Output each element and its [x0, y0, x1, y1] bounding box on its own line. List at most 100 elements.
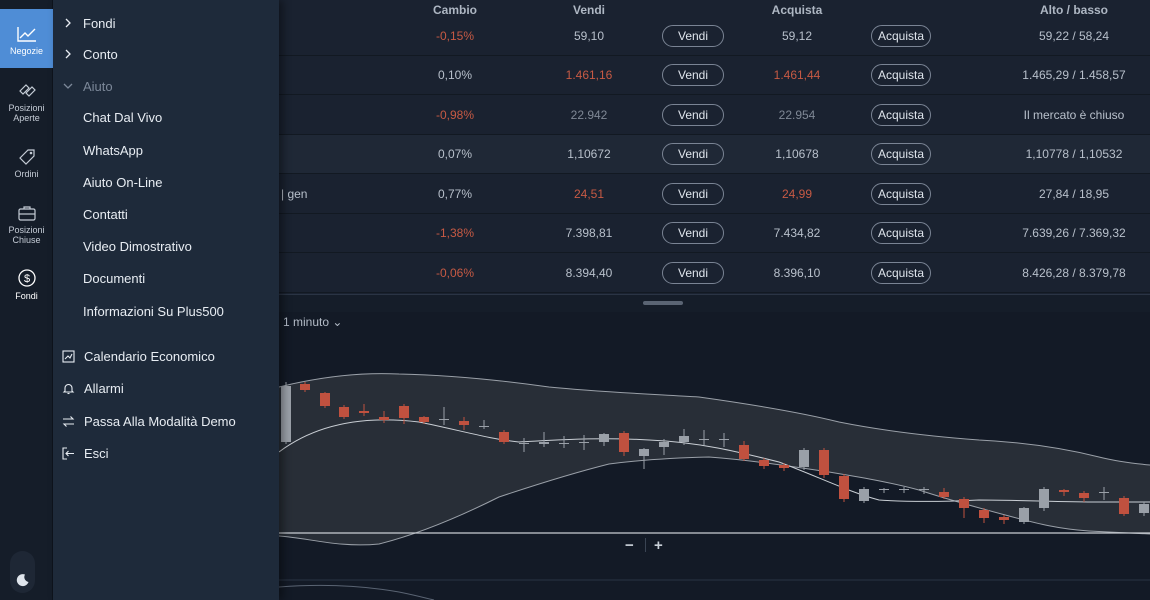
menu-item-whatsapp[interactable]: WhatsApp: [53, 138, 279, 162]
menu-label: Informazioni Su Plus500: [83, 303, 224, 319]
calendar-chart-icon: [53, 349, 84, 363]
rail-item-ordini[interactable]: Ordini: [0, 148, 53, 180]
candle-body: [1099, 492, 1109, 493]
side-menu: Fondi Conto Aiuto Chat Dal Vivo WhatsApp…: [53, 0, 279, 600]
candle-body: [539, 442, 549, 444]
candle-body: [359, 411, 369, 413]
sell-button[interactable]: Vendi: [662, 262, 724, 284]
menu-label: Contatti: [83, 206, 128, 222]
change-value: -0,06%: [435, 266, 475, 280]
sell-price: 8.394,40: [565, 266, 613, 280]
menu-item-calendario[interactable]: Calendario Economico: [53, 344, 279, 368]
candle-body: [499, 432, 509, 442]
high-low-value: 59,22 / 58,24: [1038, 29, 1110, 43]
sell-button[interactable]: Vendi: [662, 25, 724, 47]
menu-item-chat[interactable]: Chat Dal Vivo: [53, 105, 279, 129]
buy-button[interactable]: Acquista: [871, 262, 931, 284]
buy-button[interactable]: Acquista: [871, 64, 931, 86]
menu-label: WhatsApp: [83, 142, 143, 158]
candle-body: [281, 386, 291, 442]
bollinger-band: [279, 373, 1150, 545]
candle-body: [759, 460, 769, 466]
table-row[interactable]: -0,98% 22.942 Vendi 22.954 Acquista Il m…: [279, 96, 1150, 135]
table-row[interactable]: 0,07% 1,10672 Vendi 1,10678 Acquista 1,1…: [279, 135, 1150, 174]
menu-item-aiuto[interactable]: Aiuto: [53, 74, 279, 98]
price-chart[interactable]: 1 minuto ⌄ − +: [279, 312, 1150, 600]
band-upper-line: [279, 373, 1150, 466]
menu-item-demo[interactable]: Passa Alla Modalità Demo: [53, 409, 279, 433]
sell-button[interactable]: Vendi: [662, 183, 724, 205]
high-low-value: 8.426,28 / 8.379,78: [1022, 266, 1126, 280]
theme-toggle[interactable]: [10, 551, 35, 593]
menu-item-informazioni[interactable]: Informazioni Su Plus500: [53, 299, 279, 323]
menu-item-conto[interactable]: Conto: [53, 42, 279, 66]
table-row[interactable]: -0,06% 8.394,40 Vendi 8.396,10 Acquista …: [279, 254, 1150, 293]
candle-body: [579, 442, 589, 443]
menu-label: Esci: [84, 445, 109, 461]
candle-body: [999, 517, 1009, 520]
header-vendi: Vendi: [572, 3, 606, 17]
candle-body: [320, 393, 330, 406]
menu-label: Aiuto On-Line: [83, 174, 163, 190]
menu-item-allarmi[interactable]: Allarmi: [53, 376, 279, 400]
buy-button[interactable]: Acquista: [871, 222, 931, 244]
change-value: 0,07%: [437, 147, 473, 161]
menu-label: Fondi: [83, 15, 116, 31]
menu-item-contatti[interactable]: Contatti: [53, 202, 279, 226]
rail-item-fondi[interactable]: $ Fondi: [0, 268, 53, 302]
table-row[interactable]: -1,38% 7.398,81 Vendi 7.434,82 Acquista …: [279, 214, 1150, 253]
change-value: 0,77%: [437, 187, 473, 201]
table-row[interactable]: -0,15% 59,10 Vendi 59,12 Acquista 59,22 …: [279, 17, 1150, 56]
chevron-down-icon: [53, 82, 83, 90]
candle-body: [639, 449, 649, 456]
menu-item-documenti[interactable]: Documenti: [53, 266, 279, 290]
rail-item-posizioni-chiuse[interactable]: Posizioni Chiuse: [0, 204, 53, 248]
menu-label: Chat Dal Vivo: [83, 109, 163, 125]
buy-button[interactable]: Acquista: [871, 25, 931, 47]
menu-item-video[interactable]: Video Dimostrativo: [53, 234, 279, 258]
menu-label: Video Dimostrativo: [83, 238, 192, 254]
candle-body: [399, 406, 409, 418]
candle-body: [300, 384, 310, 390]
table-row[interactable]: 0,10% 1.461,16 Vendi 1.461,44 Acquista 1…: [279, 56, 1150, 95]
resize-handle[interactable]: [643, 301, 683, 305]
candlestick-chart[interactable]: [279, 312, 1150, 600]
instrument-name: | gen: [281, 187, 308, 201]
bell-icon: [53, 382, 84, 395]
timeframe-selector[interactable]: 1 minuto ⌄: [283, 315, 343, 329]
chevron-right-icon: [53, 49, 83, 59]
zoom-separator: [645, 538, 646, 552]
dollar-coin-icon: $: [17, 269, 36, 287]
change-value: 0,10%: [437, 68, 473, 82]
table-row[interactable]: | gen 0,77% 24,51 Vendi 24,99 Acquista 2…: [279, 175, 1150, 214]
rail-item-negozie[interactable]: Negozie: [0, 9, 53, 68]
sell-button[interactable]: Vendi: [662, 64, 724, 86]
candle-body: [559, 443, 569, 444]
menu-item-esci[interactable]: Esci: [53, 441, 279, 465]
header-acquista: Acquista: [771, 3, 823, 17]
sell-button[interactable]: Vendi: [662, 222, 724, 244]
chevron-right-icon: [53, 18, 83, 28]
rail-label: Posizioni Chiuse: [8, 225, 45, 245]
menu-item-fondi[interactable]: Fondi: [53, 11, 279, 35]
zoom-in-button[interactable]: +: [654, 537, 663, 554]
change-value: -0,98%: [435, 108, 475, 122]
candle-body: [939, 492, 949, 497]
rail-label: Negozie: [9, 46, 44, 56]
header-cambio: Cambio: [432, 3, 478, 17]
menu-item-aiuto-online[interactable]: Aiuto On-Line: [53, 170, 279, 194]
buy-button[interactable]: Acquista: [871, 104, 931, 126]
candle-body: [1039, 489, 1049, 508]
buy-price: 59,12: [781, 29, 813, 43]
rail-item-posizioni-aperte[interactable]: Posizioni Aperte: [0, 82, 53, 126]
sell-price: 1.461,16: [565, 68, 613, 82]
candle-body: [699, 439, 709, 440]
sell-button[interactable]: Vendi: [662, 104, 724, 126]
candle-body: [1059, 490, 1069, 492]
sell-button[interactable]: Vendi: [662, 143, 724, 165]
buy-button[interactable]: Acquista: [871, 143, 931, 165]
zoom-out-button[interactable]: −: [625, 537, 634, 554]
menu-label: Passa Alla Modalità Demo: [84, 413, 236, 429]
buy-button[interactable]: Acquista: [871, 183, 931, 205]
